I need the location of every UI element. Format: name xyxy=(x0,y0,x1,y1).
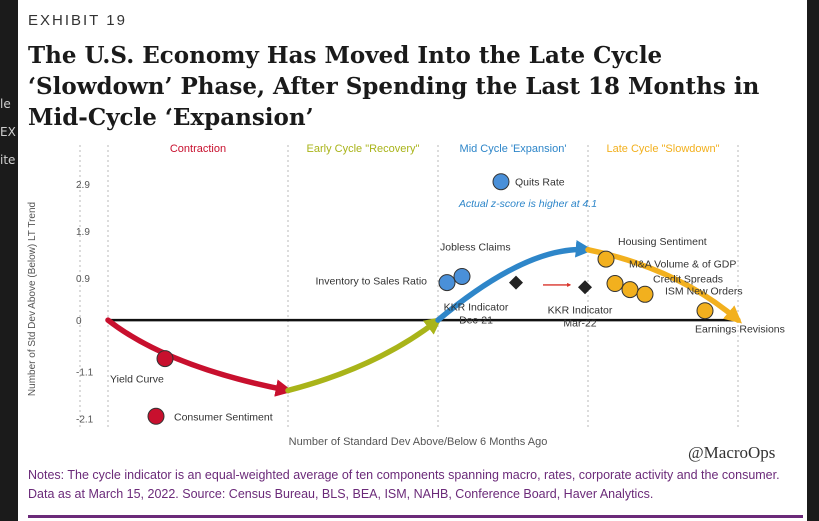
background-fragment: le xyxy=(0,97,11,111)
component-marker xyxy=(453,267,471,285)
data-label: Consumer Sentiment xyxy=(174,411,273,423)
y-tick-label: 0 xyxy=(76,316,82,327)
component-marker xyxy=(621,281,639,299)
background-fragment: EX xyxy=(0,125,16,139)
phase-label: Mid Cycle 'Expansion' xyxy=(460,143,567,155)
author-handle: @MacroOps xyxy=(688,443,776,462)
data-label-line: Jobless Claims xyxy=(440,241,511,253)
y-tick-label: -1.1 xyxy=(76,368,94,379)
cycle-curve-segment xyxy=(435,240,594,323)
data-label: M&A Volume & of GDP xyxy=(629,259,736,271)
cycle-chart: Contraction Early Cycle "Recovery" Mid Cyc… xyxy=(27,143,785,448)
component-marker xyxy=(597,250,615,268)
data-label-line: Mar-22 xyxy=(563,317,596,329)
data-label: Jobless Claims xyxy=(440,241,511,253)
y-tick-label: 2.9 xyxy=(76,180,90,191)
data-label-line: Yield Curve xyxy=(110,374,164,386)
component-marker xyxy=(696,302,714,320)
data-label: Quits Rate xyxy=(515,177,565,189)
title-line: The U.S. Economy Has Moved Into the Late… xyxy=(28,42,663,69)
data-label-line: Quits Rate xyxy=(515,177,565,189)
chart-notes: Notes: The cycle indicator is an equal-w… xyxy=(28,468,780,501)
component-marker xyxy=(606,275,624,293)
y-axis-label: Number of Std Dev Above (Below) LT Trend xyxy=(27,202,38,396)
data-label-line: Credit Spreads xyxy=(653,274,723,286)
title-line: Mid-Cycle ‘Expansion’ xyxy=(28,104,314,131)
data-label: Earnings Revisions xyxy=(695,324,785,336)
phase-label: Late Cycle "Slowdown" xyxy=(607,143,720,155)
cycle-curve-segment xyxy=(105,317,294,397)
left-window-edge: le EX ite xyxy=(0,0,18,521)
exhibit-panel: EXHIBIT 19 The U.S. Economy Has Moved In… xyxy=(18,0,807,521)
phase-label: Contraction xyxy=(170,143,226,155)
data-label-line: KKR Indicator xyxy=(548,304,613,316)
y-tick-label: -2.1 xyxy=(76,415,94,426)
component-marker xyxy=(438,274,456,292)
data-label-line: ISM New Orders xyxy=(665,285,743,297)
data-label-line: Dec-21 xyxy=(459,315,493,327)
chart-annotation: Actual z-score is higher at 4.1 xyxy=(458,198,597,210)
y-tick-label: 1.9 xyxy=(76,227,90,238)
data-label: Inventory to Sales Ratio xyxy=(316,276,428,288)
component-marker xyxy=(147,407,165,425)
data-label-line: M&A Volume & of GDP xyxy=(629,259,736,271)
data-label: KKR Indicator Mar-22 xyxy=(548,304,613,329)
title-line: ‘Slowdown’ Phase, After Spending the Las… xyxy=(28,73,760,100)
data-label-line: KKR Indicator xyxy=(444,302,509,314)
y-tick-label: 0.9 xyxy=(76,274,90,285)
right-window-edge xyxy=(807,0,819,521)
phase-label: Early Cycle "Recovery" xyxy=(307,143,420,155)
kkr-indicator-marker xyxy=(578,280,592,295)
data-label-line: Housing Sentiment xyxy=(618,236,707,248)
cycle-curve-segment xyxy=(285,316,443,394)
component-marker xyxy=(156,350,174,368)
data-label-line: Earnings Revisions xyxy=(695,324,785,336)
kkr-indicator-marker xyxy=(509,275,523,290)
data-label-line: Consumer Sentiment xyxy=(174,411,273,423)
component-marker xyxy=(492,173,510,191)
exhibit-label: EXHIBIT 19 xyxy=(28,12,127,29)
background-fragment: ite xyxy=(0,153,16,167)
page-title: The U.S. Economy Has Moved Into the Late… xyxy=(28,40,788,133)
data-label: KKR Indicator Dec-21 xyxy=(444,302,509,327)
data-label: ISM New Orders xyxy=(665,285,743,297)
bottom-rule xyxy=(28,515,803,518)
data-label: Credit Spreads xyxy=(653,274,723,286)
component-marker xyxy=(636,285,654,303)
data-label: Yield Curve xyxy=(110,374,164,386)
data-label: Housing Sentiment xyxy=(618,236,707,248)
data-label-line: Inventory to Sales Ratio xyxy=(316,276,428,288)
x-axis-label: Number of Standard Dev Above/Below 6 Mon… xyxy=(289,436,548,448)
